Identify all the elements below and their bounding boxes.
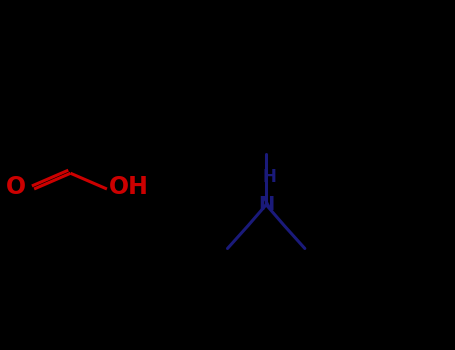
Text: OH: OH — [109, 175, 149, 199]
Text: O: O — [6, 175, 26, 199]
Text: H: H — [263, 168, 277, 186]
Text: N: N — [258, 195, 274, 214]
